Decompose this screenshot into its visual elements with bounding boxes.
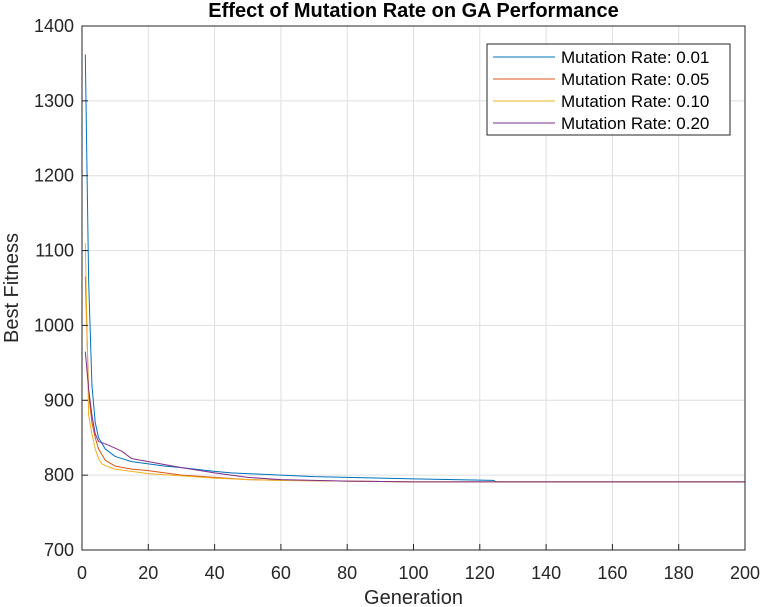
series-line-0 xyxy=(84,54,745,483)
x-tick-label: 180 xyxy=(664,563,694,583)
y-tick-label: 700 xyxy=(44,540,74,560)
x-tick-label: 100 xyxy=(398,563,428,583)
x-tick-label: 40 xyxy=(205,563,225,583)
legend-label: Mutation Rate: 0.10 xyxy=(561,92,709,111)
legend-label: Mutation Rate: 0.01 xyxy=(561,48,709,67)
x-tick-label: 60 xyxy=(271,563,291,583)
x-tick-label: 120 xyxy=(465,563,495,583)
x-tick-label: 160 xyxy=(597,563,627,583)
legend: Mutation Rate: 0.01 Mutation Rate: 0.05 Mu… xyxy=(486,43,731,136)
x-tick-label: 80 xyxy=(337,563,357,583)
y-tick-label: 1300 xyxy=(34,91,74,111)
data-lines xyxy=(84,54,745,483)
x-tick-label: 140 xyxy=(531,563,561,583)
y-axis-ticks: 700 800 900 1000 1100 1200 1300 1400 xyxy=(34,16,88,560)
chart-title: Effect of Mutation Rate on GA Performanc… xyxy=(208,0,618,22)
y-tick-label: 1200 xyxy=(34,166,74,186)
y-tick-label: 800 xyxy=(44,465,74,485)
x-tick-label: 0 xyxy=(77,563,87,583)
legend-label: Mutation Rate: 0.05 xyxy=(561,70,709,89)
y-tick-label: 1100 xyxy=(35,241,74,261)
y-axis-label: Best Fitness xyxy=(1,233,23,343)
legend-label: Mutation Rate: 0.20 xyxy=(561,114,709,133)
x-tick-label: 200 xyxy=(730,563,760,583)
series-line-3 xyxy=(84,351,745,483)
x-tick-label: 20 xyxy=(138,563,158,583)
legend-box xyxy=(486,43,731,136)
y-tick-label: 1400 xyxy=(34,16,74,36)
x-axis-ticks: 0 20 40 60 80 100 120 140 160 180 200 xyxy=(77,544,760,583)
y-tick-label: 1000 xyxy=(34,315,74,335)
y-tick-label: 900 xyxy=(44,390,74,410)
x-axis-label: Generation xyxy=(364,587,463,607)
